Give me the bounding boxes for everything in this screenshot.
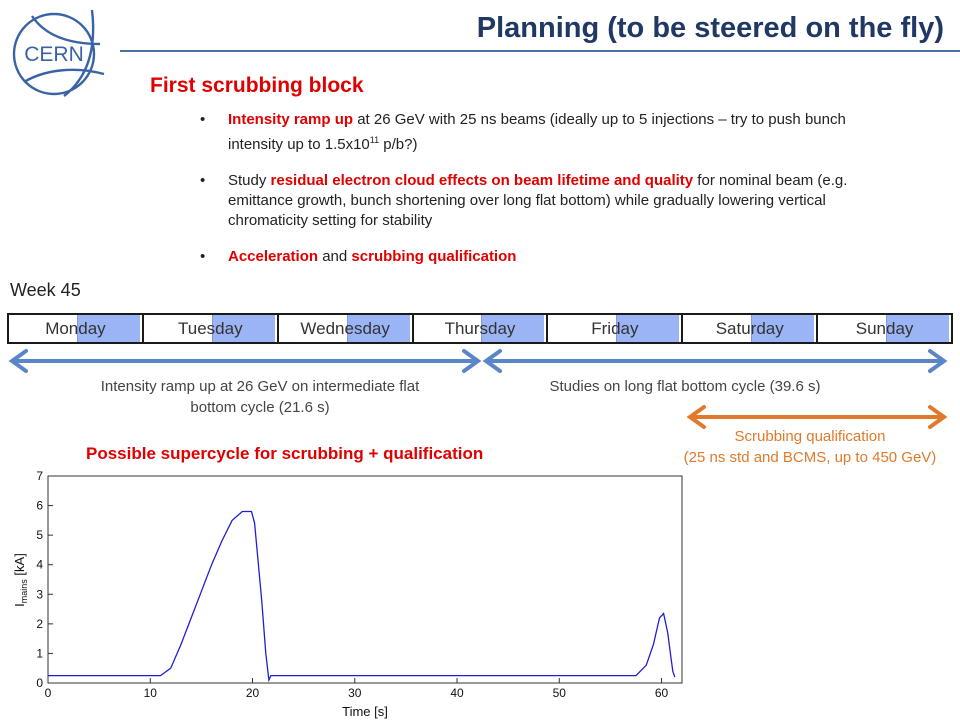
y-tick-label: 6 (36, 499, 43, 513)
scrubbing-note-line2: (25 ns std and BCMS, up to 450 GeV) (683, 449, 937, 466)
day-wednesday: Wednesday (279, 315, 414, 342)
y-tick-label: 5 (36, 528, 43, 542)
y-tick-label: 4 (36, 558, 43, 572)
bullet-emphasis: scrubbing qualification (351, 248, 517, 265)
bullet-item-ramp: • Intensity ramp up at 26 GeV with 25 ns… (200, 110, 890, 155)
supercycle-chart: 0 10 20 30 40 50 60 0 1 2 3 4 5 6 7 Time [s] Imains [k… (12, 469, 683, 719)
scrubbing-slot (76, 315, 140, 342)
bullet-emphasis: Acceleration (228, 248, 319, 265)
bullet-dot-icon: • (200, 111, 206, 128)
section-title: First scrubbing block (150, 74, 364, 97)
day-label: Wednesday (300, 319, 390, 338)
bullet-emphasis: Intensity ramp up (228, 111, 354, 128)
y-tick-label: 0 (36, 676, 43, 690)
y-tick-label: 3 (36, 587, 43, 601)
bullet-item-study: • Study residual electron cloud effects … (200, 171, 890, 231)
day-friday: Friday (548, 315, 684, 342)
bullet-text: Study (228, 172, 271, 189)
day-thursday: Thursday (414, 315, 549, 342)
series-line (48, 510, 676, 683)
day-saturday: Saturday (683, 315, 819, 342)
day-sunday: Sunday (818, 315, 951, 342)
scrubbing-slot (481, 315, 545, 342)
x-tick-label: 20 (246, 686, 260, 700)
x-tick-label: 10 (144, 686, 158, 700)
x-tick-label: 0 (45, 686, 52, 700)
week-day-bar: Monday Tuesday Wednesday Thursday Friday… (7, 313, 953, 344)
plot-area (47, 475, 683, 684)
logo-text: CERN (24, 43, 84, 66)
y-axis-label: Imains [kA] (12, 553, 29, 607)
bullet-dot-icon: • (200, 248, 206, 265)
scrubbing-slot (886, 315, 950, 342)
bullet-emphasis: residual electron cloud effects on beam … (270, 172, 694, 189)
day-label: Friday (591, 319, 639, 338)
timeline-arrows (8, 349, 948, 429)
bullet-list: • Intensity ramp up at 26 GeV with 25 ns… (200, 110, 890, 283)
day-label: Thursday (444, 319, 516, 338)
chart-title: Possible supercycle for scrubbing + qual… (86, 444, 484, 463)
scrubbing-slot (346, 315, 410, 342)
page-title: Planning (to be steered on the fly) (476, 12, 944, 44)
bullet-superscript: 11 (369, 135, 380, 145)
day-tuesday: Tuesday (144, 315, 279, 342)
bullet-dot-icon: • (200, 172, 206, 189)
x-tick-label: 40 (450, 686, 464, 700)
bullet-text: and (318, 248, 352, 265)
title-divider (120, 50, 960, 52)
x-tick-label: 30 (348, 686, 362, 700)
studies-note: Studies on long flat bottom cycle (39.6 … (549, 378, 821, 395)
bullet-text: at 26 GeV with 25 ns beams (ideally up t… (228, 111, 846, 153)
scrubbing-slot (211, 315, 275, 342)
scrubbing-note-line1: Scrubbing qualification (734, 428, 886, 445)
scrubbing-note: Scrubbing qualification (25 ns std and B… (660, 426, 960, 468)
day-monday: Monday (9, 315, 144, 342)
x-tick-label: 60 (655, 686, 669, 700)
day-label: Tuesday (178, 319, 243, 338)
day-label: Sunday (855, 319, 914, 338)
y-tick-label: 1 (36, 646, 43, 660)
ramp-note: Intensity ramp up at 26 GeV on intermedi… (100, 378, 420, 416)
week-label: Week 45 (10, 280, 81, 300)
axis-ticks: 0 10 20 30 40 50 60 0 1 2 3 4 5 6 7 (36, 469, 668, 700)
day-label: Saturday (715, 319, 784, 338)
scrubbing-slot (751, 315, 815, 342)
bullet-text: for nominal beam (e.g. emittance growth,… (228, 172, 848, 229)
day-label: Monday (45, 319, 106, 338)
cern-logo: CERN (12, 9, 105, 97)
y-tick-label: 2 (36, 617, 43, 631)
bullet-text: p/b?) (379, 136, 418, 153)
x-tick-label: 50 (553, 686, 567, 700)
bullet-item-acceleration: • Acceleration and scrubbing qualificati… (200, 247, 890, 267)
y-tick-label: 7 (36, 469, 43, 483)
scrubbing-slot (616, 315, 680, 342)
x-axis-label: Time [s] (342, 704, 388, 719)
